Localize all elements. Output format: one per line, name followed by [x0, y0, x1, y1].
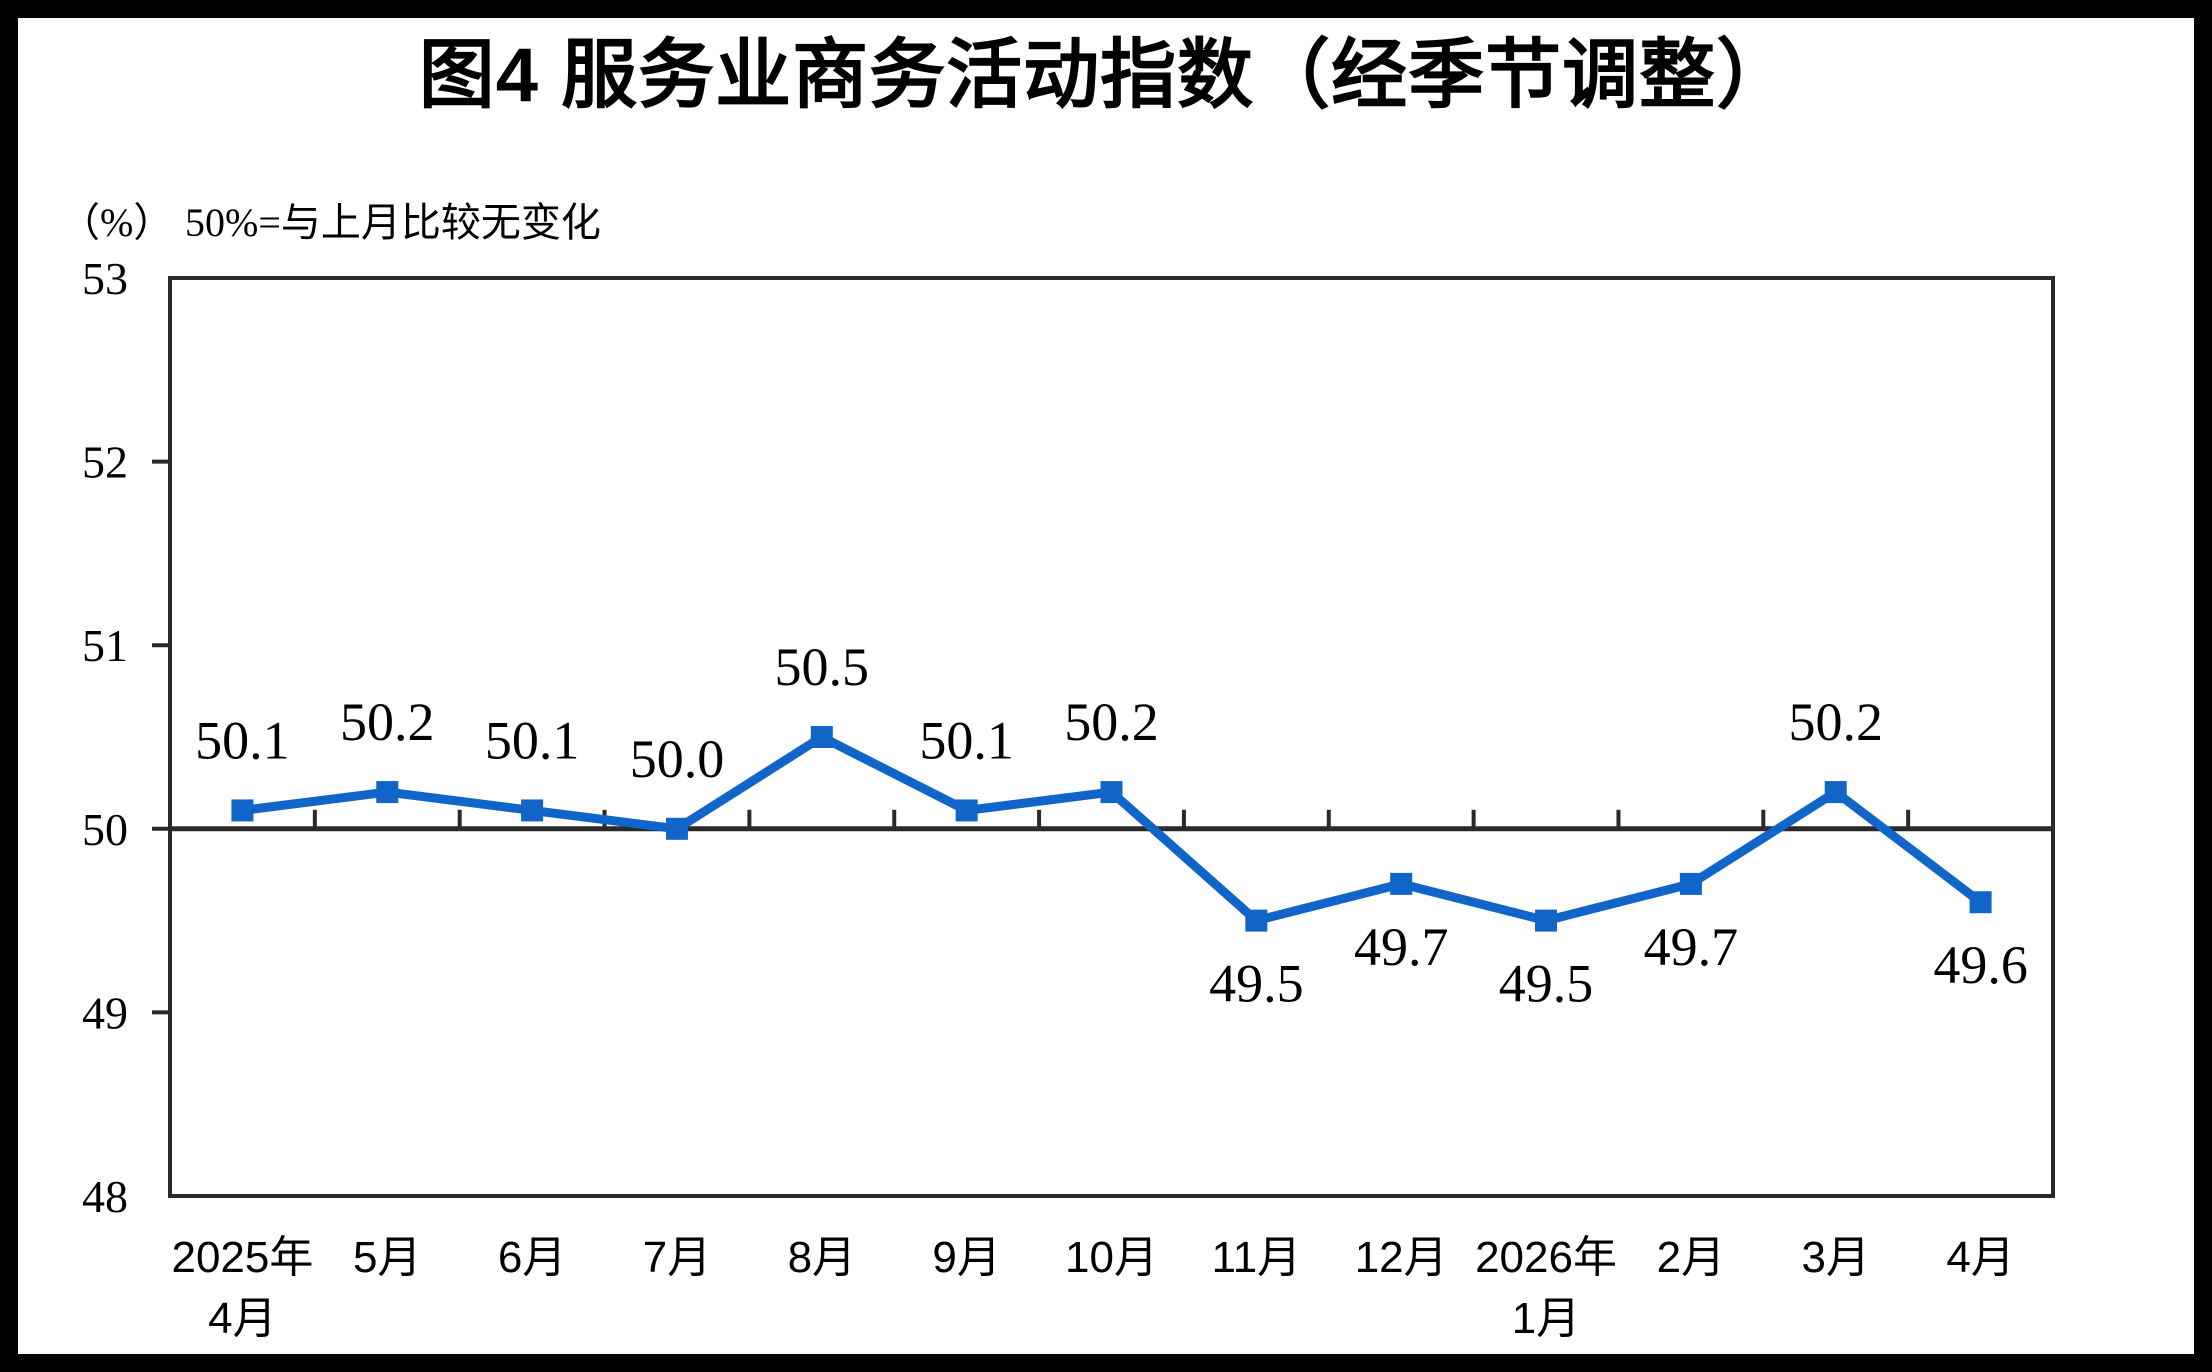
y-tick-label: 53: [82, 253, 128, 304]
data-point-label: 50.0: [630, 729, 725, 789]
data-point-marker: [521, 799, 544, 822]
x-category-label: 2025年 4月: [171, 1233, 313, 1343]
data-point-marker: [810, 726, 833, 748]
x-category-label: 2月: [1657, 1233, 1725, 1282]
x-axis: 2025年 4月 5月 6月 7月 8月 9月 10月 11月 12月 2026年 1月 2月 3月 4月: [170, 809, 2053, 1343]
data-point-marker: [1535, 909, 1558, 932]
y-tick-label: 49: [82, 987, 128, 1038]
y-tick-label: 52: [82, 437, 128, 488]
data-point-marker: [665, 817, 688, 840]
x-category-label: 10月: [1065, 1233, 1158, 1282]
x-category-label: 8月: [788, 1233, 856, 1282]
x-category-label: 9月: [932, 1233, 1000, 1282]
y-tick-label: 51: [82, 620, 128, 671]
data-point-label: 49.5: [1209, 954, 1304, 1014]
data-point-label: 49.7: [1644, 917, 1739, 977]
y-tick-label: 48: [82, 1171, 128, 1222]
y-tick-label: 50: [82, 804, 128, 855]
data-point-label: 49.6: [1933, 935, 2028, 995]
data-point-marker: [1824, 781, 1847, 804]
data-points-group: [231, 726, 1992, 932]
plot-frame: [168, 276, 2055, 1198]
data-point-label: 50.2: [1788, 692, 1883, 752]
x-category-label: 11月: [1212, 1233, 1302, 1282]
x-category-label: 6月: [498, 1233, 566, 1282]
x-category-label: 7月: [643, 1233, 711, 1282]
data-point-label: 50.5: [775, 637, 870, 697]
x-category-label: 2026年 1月: [1475, 1233, 1617, 1343]
data-point-label: 49.7: [1354, 917, 1449, 977]
data-point-label: 49.5: [1499, 954, 1594, 1014]
data-point-marker: [1245, 909, 1268, 932]
data-point-label: 50.1: [919, 710, 1014, 770]
axis-note: 50%=与上月比较无变化: [185, 200, 601, 245]
chart-title: 图4 服务业商务活动指数（经季节调整）: [418, 33, 1794, 118]
x-category-label: 12月: [1355, 1233, 1448, 1282]
data-point-marker: [1969, 891, 1992, 914]
plot-frame-group: [168, 276, 2055, 1198]
data-point-marker: [231, 799, 254, 822]
data-labels-group: 50.1 50.2 50.1 50.0 50.5 50.1 50.2 49.5 49.7 49.5…: [195, 637, 2028, 1014]
data-point-label: 50.1: [485, 710, 580, 770]
x-category-label: 3月: [1801, 1233, 1869, 1282]
data-point-marker: [1100, 781, 1123, 804]
data-point-label: 50.1: [195, 710, 290, 770]
x-category-label: 5月: [353, 1233, 421, 1282]
data-point-label: 50.2: [1064, 692, 1159, 752]
data-point-marker: [955, 799, 978, 822]
y-axis-unit-label: （%）: [60, 200, 174, 245]
data-point-marker: [1679, 872, 1702, 895]
data-point-marker: [376, 781, 399, 804]
data-point-label: 50.2: [340, 692, 435, 752]
x-category-label: 4月: [1946, 1233, 2014, 1282]
data-point-marker: [1390, 872, 1413, 895]
y-axis: 48 49 50 51 52 53: [82, 253, 170, 1222]
